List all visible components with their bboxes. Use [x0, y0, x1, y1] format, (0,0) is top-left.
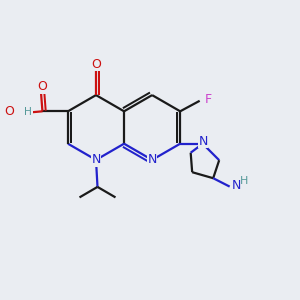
Text: N: N: [198, 135, 208, 148]
Text: O: O: [4, 105, 14, 118]
Text: O: O: [92, 58, 101, 71]
Text: N: N: [91, 153, 101, 167]
Text: N: N: [147, 153, 157, 167]
Text: F: F: [205, 93, 212, 106]
Text: O: O: [37, 80, 47, 93]
Text: H: H: [240, 176, 248, 186]
Text: H: H: [24, 106, 32, 117]
Text: N: N: [232, 179, 241, 192]
